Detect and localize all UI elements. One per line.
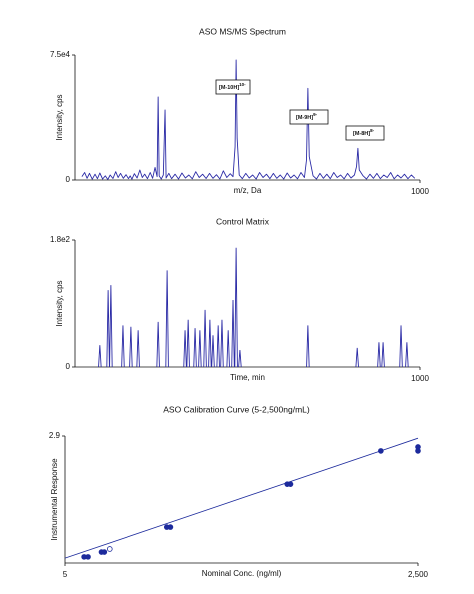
spectrum-line — [81, 59, 416, 180]
peak — [203, 309, 207, 368]
peak — [381, 342, 385, 368]
x-tick-label: 5 — [63, 570, 68, 579]
peak — [216, 325, 220, 368]
y-tick-label: 7.5e4 — [50, 50, 71, 59]
annotation-box — [215, 79, 251, 95]
x-tick-label: 1000 — [411, 187, 429, 196]
annotation-text: [M-10H] — [219, 85, 239, 91]
peak — [231, 299, 235, 368]
x-axis-label: Time, min — [230, 373, 265, 382]
peak — [165, 270, 169, 368]
data-point — [378, 448, 384, 454]
peak — [220, 319, 224, 368]
peak — [306, 325, 310, 368]
x-axis-label: m/z, Da — [234, 186, 262, 195]
annotation-charge: 10- — [239, 82, 246, 87]
y-tick-label: 2.9 — [49, 431, 61, 440]
peak — [121, 325, 125, 368]
y-tick-label: 0 — [66, 175, 71, 184]
peak — [355, 347, 359, 368]
fit-line — [64, 437, 419, 559]
peak — [405, 342, 409, 368]
x-tick-label: 2,500 — [408, 570, 429, 579]
x-tick-label: 1000 — [411, 374, 429, 383]
annotation-box — [345, 125, 385, 141]
peak — [183, 330, 187, 368]
peak — [211, 335, 215, 368]
y-axis-label: Intensity, cps — [55, 280, 64, 326]
peak — [377, 342, 381, 368]
data-point — [101, 549, 108, 555]
peak — [193, 328, 197, 368]
annotation-charge: 8- — [370, 128, 375, 133]
peak — [186, 319, 190, 368]
peak — [208, 319, 212, 368]
annotation-text: [M-9H] — [296, 115, 313, 121]
annotations: [M-10H]10- [M-9H]9- [M-8H]8- — [215, 79, 385, 141]
annotation-text: [M-8H] — [353, 131, 370, 137]
y-axis-label: Instrumental Response — [50, 458, 59, 541]
peak — [106, 290, 110, 368]
plots: ASO MS/MS Spectrum Intensity, cps m/z, Da 0… — [49, 26, 430, 579]
peak — [129, 326, 133, 368]
peak — [156, 321, 160, 368]
annotation-box — [289, 109, 329, 125]
annotation: [M-8H]8- — [353, 128, 375, 137]
x-axis-label: Nominal Conc. (ng/ml) — [202, 569, 282, 578]
data-point — [415, 448, 421, 454]
peak — [234, 247, 238, 368]
annotation: [M-9H]9- — [296, 112, 318, 121]
peak — [399, 325, 403, 368]
peak — [109, 285, 113, 368]
data-point — [106, 546, 113, 552]
y-tick-label: 0 — [66, 362, 71, 371]
peak — [238, 350, 242, 368]
chart-title: Control Matrix — [216, 216, 270, 226]
data-point — [85, 554, 91, 560]
annotation: [M-10H]10- — [219, 82, 246, 91]
annotation-charge: 9- — [313, 112, 318, 117]
chart-title: ASO Calibration Curve (5-2,500ng/mL) — [163, 404, 310, 414]
peak — [226, 330, 230, 368]
y-axis-label: Intensity, cps — [55, 94, 64, 140]
data-point — [167, 524, 174, 530]
data-point — [287, 481, 294, 487]
peak — [198, 330, 202, 368]
peak — [136, 330, 140, 368]
peak — [98, 345, 102, 368]
y-tick-label: 1.8e2 — [50, 235, 71, 244]
chart-title: ASO MS/MS Spectrum — [199, 26, 286, 36]
